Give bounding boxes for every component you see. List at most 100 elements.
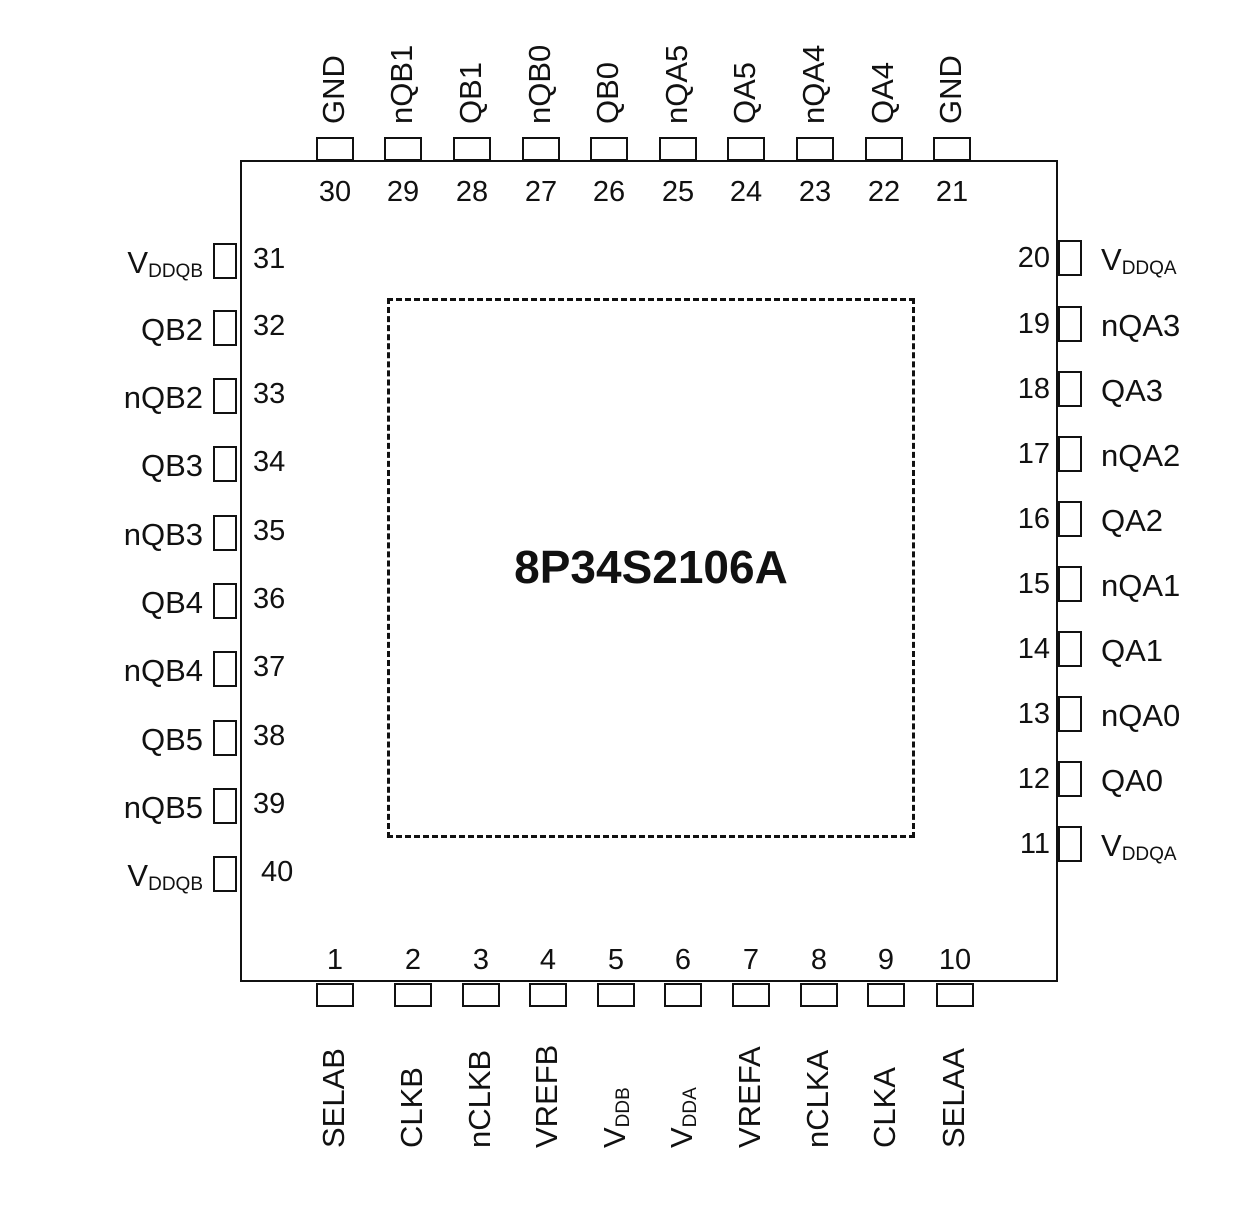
pin-number-38: 38 (253, 720, 286, 752)
pin-number-31: 31 (253, 243, 286, 275)
pin-number-29: 29 (386, 176, 420, 208)
pin-pad-7 (732, 983, 770, 1007)
pin-number-5: 5 (607, 944, 625, 976)
pin-pad-29 (384, 137, 422, 161)
pin-label-gnd: GND (316, 55, 351, 124)
pin-pad-21 (933, 137, 971, 161)
pin-pad-24 (727, 137, 765, 161)
pin-pad-10 (936, 983, 974, 1007)
pin-label-selab: SELAB (316, 1048, 351, 1148)
pin-label-vddqb: VDDQB (127, 858, 203, 895)
pin-number-16: 16 (1017, 503, 1050, 535)
pin-pad-39 (213, 788, 237, 824)
pin-label-qb3: QB3 (140, 448, 203, 483)
pin-pad-19 (1058, 306, 1082, 342)
pin-pad-25 (659, 137, 697, 161)
pin-label-vdda: VDDA (664, 1087, 701, 1148)
pin-label-qb0: QB0 (590, 61, 625, 124)
pin-number-1: 1 (326, 944, 344, 976)
pin-number-2: 2 (404, 944, 422, 976)
pin-label-qb2: QB2 (140, 312, 203, 347)
pin-label-qb4: QB4 (140, 585, 203, 620)
pin-label-vddqb: VDDQB (127, 245, 203, 282)
pin-pad-26 (590, 137, 628, 161)
pin-label-nqa5: nQA5 (659, 44, 694, 124)
pin-pad-14 (1058, 631, 1082, 667)
pin-pad-35 (213, 515, 237, 551)
pin-label-qa0: QA0 (1101, 763, 1164, 798)
pin-number-4: 4 (539, 944, 557, 976)
pin-number-40: 40 (261, 856, 294, 888)
pin-number-39: 39 (253, 788, 286, 820)
pin-label-qb5: QB5 (140, 722, 203, 757)
pin-pad-34 (213, 446, 237, 482)
pin-number-27: 27 (524, 176, 558, 208)
pin-label-qa3: QA3 (1101, 373, 1164, 408)
pin-number-32: 32 (253, 310, 286, 342)
pin-label-qa1: QA1 (1101, 633, 1164, 668)
pin-number-26: 26 (592, 176, 626, 208)
pin-number-36: 36 (253, 583, 286, 615)
pin-pad-5 (597, 983, 635, 1007)
pin-label-nqb0: nQB0 (522, 44, 557, 124)
pin-pad-20 (1058, 240, 1082, 276)
pin-pad-33 (213, 378, 237, 414)
pin-pad-32 (213, 310, 237, 346)
exposed-pad-outline (387, 298, 915, 838)
pin-pad-13 (1058, 696, 1082, 732)
pin-number-20: 20 (1017, 242, 1050, 274)
pin-number-22: 22 (867, 176, 901, 208)
pin-label-qa2: QA2 (1101, 503, 1164, 538)
pin-pad-23 (796, 137, 834, 161)
pin-label-nqb1: nQB1 (384, 44, 419, 124)
pin-number-30: 30 (318, 176, 352, 208)
pin-number-14: 14 (1017, 633, 1050, 665)
pin-number-10: 10 (938, 944, 972, 976)
pin-label-nqb2: nQB2 (123, 380, 203, 415)
pin-label-nqb3: nQB3 (123, 517, 203, 552)
pin-pad-37 (213, 651, 237, 687)
pin-label-qb1: QB1 (453, 61, 488, 124)
pin-label-qa5: QA5 (727, 61, 762, 124)
part-number: 8P34S2106A (514, 541, 788, 593)
pin-label-vrefa: VREFA (732, 1046, 767, 1148)
pin-number-37: 37 (253, 651, 286, 683)
pin-label-nclkb: nCLKB (462, 1049, 497, 1148)
pin-number-19: 19 (1017, 308, 1050, 340)
pin-label-gnd: GND (933, 55, 968, 124)
pin-number-6: 6 (674, 944, 692, 976)
pin-pad-28 (453, 137, 491, 161)
pin-pad-22 (865, 137, 903, 161)
pin-number-28: 28 (455, 176, 489, 208)
pin-pad-8 (800, 983, 838, 1007)
pin-label-selaa: SELAA (936, 1048, 971, 1148)
pin-pad-16 (1058, 501, 1082, 537)
pin-number-15: 15 (1017, 568, 1050, 600)
pin-label-nqb5: nQB5 (123, 790, 203, 825)
pin-pad-6 (664, 983, 702, 1007)
pin-number-23: 23 (798, 176, 832, 208)
pin-label-vddqa: VDDQA (1101, 242, 1177, 279)
pin-pad-18 (1058, 371, 1082, 407)
pin-pad-3 (462, 983, 500, 1007)
pin-number-34: 34 (253, 446, 286, 478)
pin-label-nqa0: nQA0 (1101, 698, 1181, 733)
pin-pad-31 (213, 243, 237, 279)
pin-label-nclka: nCLKA (800, 1049, 835, 1148)
pin-pad-40 (213, 856, 237, 892)
pin-label-nqa1: nQA1 (1101, 568, 1181, 603)
pin-number-21: 21 (935, 176, 969, 208)
pin-pad-9 (867, 983, 905, 1007)
pin-number-8: 8 (810, 944, 828, 976)
pin-number-33: 33 (253, 378, 286, 410)
pin-number-12: 12 (1017, 763, 1050, 795)
pin-pad-15 (1058, 566, 1082, 602)
pin-pad-1 (316, 983, 354, 1007)
pin-pad-11 (1058, 826, 1082, 862)
pin-label-nqa2: nQA2 (1101, 438, 1181, 473)
pin-number-7: 7 (742, 944, 760, 976)
pin-label-vddqa: VDDQA (1101, 828, 1177, 865)
chip-package-outline (240, 160, 1058, 982)
pin-pad-2 (394, 983, 432, 1007)
pin-number-13: 13 (1017, 698, 1050, 730)
